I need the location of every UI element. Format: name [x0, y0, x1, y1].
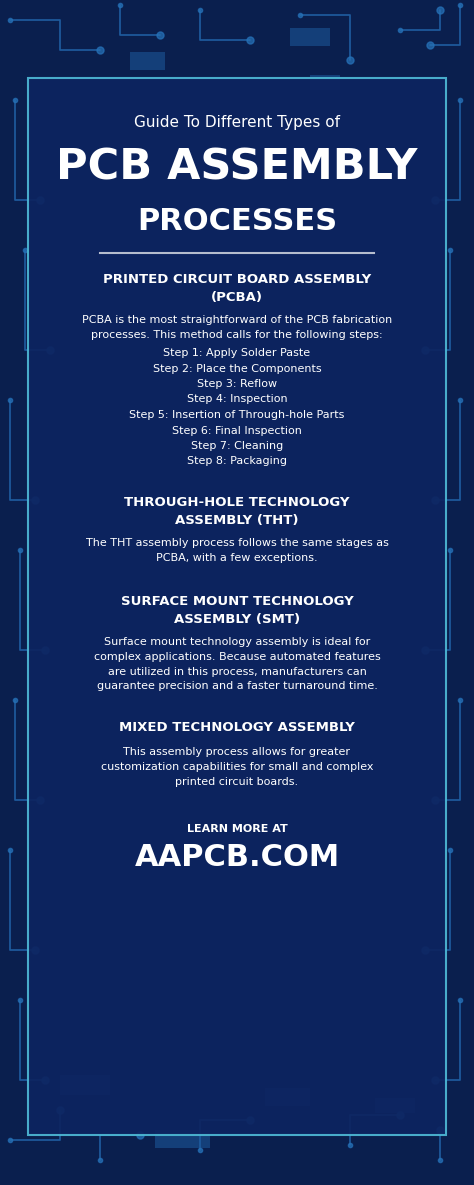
Bar	[310, 75, 340, 90]
Text: AAPCB.COM: AAPCB.COM	[134, 844, 340, 872]
Bar	[375, 1098, 415, 1113]
Text: Step 6: Final Inspection: Step 6: Final Inspection	[172, 425, 302, 436]
Text: SURFACE MOUNT TECHNOLOGY
ASSEMBLY (SMT): SURFACE MOUNT TECHNOLOGY ASSEMBLY (SMT)	[120, 595, 354, 626]
Text: Step 5: Insertion of Through-hole Parts: Step 5: Insertion of Through-hole Parts	[129, 410, 345, 419]
Text: Step 8: Packaging: Step 8: Packaging	[187, 456, 287, 467]
Text: Step 3: Reflow: Step 3: Reflow	[197, 379, 277, 389]
Bar	[130, 52, 165, 70]
Text: Step 1: Apply Solder Paste: Step 1: Apply Solder Paste	[164, 348, 310, 358]
Text: Surface mount technology assembly is ideal for
complex applications. Because aut: Surface mount technology assembly is ide…	[94, 638, 380, 691]
Text: MIXED TECHNOLOGY ASSEMBLY: MIXED TECHNOLOGY ASSEMBLY	[119, 720, 355, 734]
Bar	[155, 1130, 210, 1148]
Text: PCBA is the most straightforward of the PCB fabrication
processes. This method c: PCBA is the most straightforward of the …	[82, 315, 392, 340]
Bar	[290, 28, 330, 46]
Text: Step 2: Place the Components: Step 2: Place the Components	[153, 364, 321, 373]
Text: PROCESSES: PROCESSES	[137, 207, 337, 236]
Text: This assembly process allows for greater
customization capabilities for small an: This assembly process allows for greater…	[101, 747, 373, 787]
Text: THROUGH-HOLE TECHNOLOGY
ASSEMBLY (THT): THROUGH-HOLE TECHNOLOGY ASSEMBLY (THT)	[124, 497, 350, 527]
Text: The THT assembly process follows the same stages as
PCBA, with a few exceptions.: The THT assembly process follows the sam…	[86, 538, 388, 563]
Text: Step 7: Cleaning: Step 7: Cleaning	[191, 441, 283, 451]
Bar	[60, 1075, 110, 1095]
Text: LEARN MORE AT: LEARN MORE AT	[187, 824, 287, 833]
Text: PRINTED CIRCUIT BOARD ASSEMBLY
(PCBA): PRINTED CIRCUIT BOARD ASSEMBLY (PCBA)	[103, 273, 371, 305]
Text: Guide To Different Types of: Guide To Different Types of	[134, 115, 340, 130]
Text: PCB ASSEMBLY: PCB ASSEMBLY	[56, 147, 418, 188]
Bar	[265, 1088, 310, 1106]
Bar	[28, 78, 446, 1135]
Text: Step 4: Inspection: Step 4: Inspection	[187, 395, 287, 404]
